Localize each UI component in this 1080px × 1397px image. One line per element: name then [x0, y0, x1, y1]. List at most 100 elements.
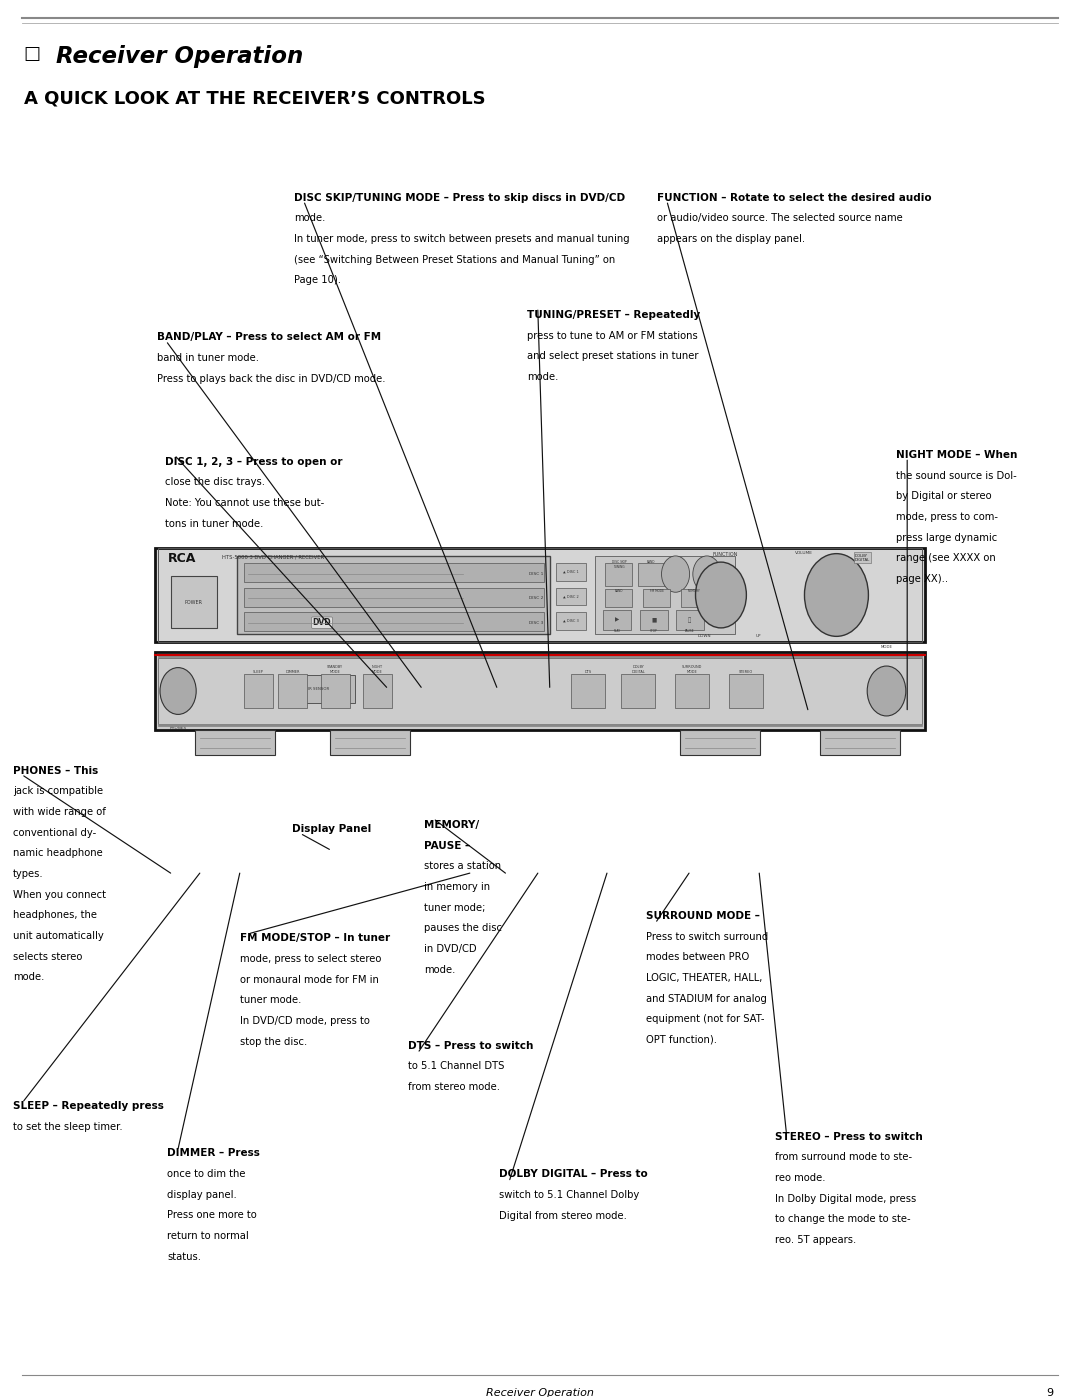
Bar: [282, 675, 355, 703]
Text: headphones, the: headphones, the: [13, 911, 97, 921]
Text: BAND: BAND: [615, 588, 623, 592]
Bar: [621, 673, 656, 708]
Text: display panel.: display panel.: [167, 1190, 238, 1200]
Circle shape: [696, 562, 746, 627]
Bar: [571, 673, 606, 708]
Bar: [680, 731, 760, 754]
Text: SURROUND MODE –: SURROUND MODE –: [646, 911, 759, 921]
Text: stores a station: stores a station: [424, 862, 501, 872]
Bar: [172, 576, 217, 627]
Text: SLEEP – Repeatedly press: SLEEP – Repeatedly press: [13, 1101, 164, 1111]
Text: PHONES: PHONES: [170, 726, 187, 731]
Text: ▲ DISC 2: ▲ DISC 2: [563, 595, 579, 598]
Text: DIMMER: DIMMER: [285, 669, 300, 673]
Text: pauses the disc: pauses the disc: [424, 923, 502, 933]
Text: In tuner mode, press to switch between presets and manual tuning: In tuner mode, press to switch between p…: [294, 235, 630, 244]
Bar: [606, 588, 633, 606]
Circle shape: [160, 668, 197, 714]
Text: close the disc trays.: close the disc trays.: [165, 478, 266, 488]
Text: LOGIC, THEATER, HALL,: LOGIC, THEATER, HALL,: [646, 972, 762, 983]
Text: 9: 9: [1045, 1389, 1053, 1397]
Bar: [681, 588, 708, 606]
Text: FM MODE/STOP – In tuner: FM MODE/STOP – In tuner: [240, 933, 390, 943]
Text: PLAY: PLAY: [613, 629, 621, 633]
Text: (see “Switching Between Preset Stations and Manual Tuning” on: (see “Switching Between Preset Stations …: [294, 254, 615, 265]
Bar: [363, 673, 392, 708]
Text: DTS: DTS: [584, 669, 592, 673]
Text: VOLUME: VOLUME: [795, 550, 813, 555]
Text: status.: status.: [167, 1252, 201, 1261]
Text: ⏸: ⏸: [688, 617, 691, 623]
Text: reo mode.: reo mode.: [775, 1173, 826, 1183]
Text: Press one more to: Press one more to: [167, 1210, 257, 1221]
Text: ■: ■: [651, 617, 657, 623]
Text: to change the mode to ste-: to change the mode to ste-: [775, 1214, 912, 1224]
Text: Digital from stereo mode.: Digital from stereo mode.: [499, 1211, 626, 1221]
Text: ▲ DISC 1: ▲ DISC 1: [563, 570, 579, 574]
Bar: [159, 658, 921, 725]
Text: PAUSE –: PAUSE –: [424, 841, 471, 851]
Text: PHONES – This: PHONES – This: [13, 766, 98, 775]
Text: namic headphone: namic headphone: [13, 848, 103, 858]
Circle shape: [867, 666, 906, 715]
Text: A QUICK LOOK AT THE RECEIVER’S CONTROLS: A QUICK LOOK AT THE RECEIVER’S CONTROLS: [24, 89, 485, 108]
Text: ▲ DISC 3: ▲ DISC 3: [563, 619, 579, 623]
Text: tuner mode;: tuner mode;: [424, 902, 486, 912]
Bar: [156, 652, 924, 731]
Text: In Dolby Digital mode, press: In Dolby Digital mode, press: [775, 1193, 917, 1204]
Text: to set the sleep timer.: to set the sleep timer.: [13, 1122, 123, 1132]
Bar: [556, 588, 586, 605]
Text: STOP: STOP: [650, 629, 658, 633]
Text: DOWN: DOWN: [698, 634, 712, 638]
Text: reo. 5T appears.: reo. 5T appears.: [775, 1235, 856, 1245]
Text: Press to switch surround: Press to switch surround: [646, 932, 768, 942]
Text: mode.: mode.: [527, 372, 558, 383]
Text: range (see XXXX on: range (see XXXX on: [896, 553, 996, 563]
Text: HTS-5000 3 DVD CHANGER / RECEIVER: HTS-5000 3 DVD CHANGER / RECEIVER: [222, 555, 324, 560]
Text: DOLBY DIGITAL – Press to: DOLBY DIGITAL – Press to: [499, 1169, 648, 1179]
Bar: [156, 548, 924, 643]
Text: DISC SKIP
TUNING: DISC SKIP TUNING: [611, 560, 626, 569]
Text: band in tuner mode.: band in tuner mode.: [157, 353, 258, 363]
Text: Press to plays back the disc in DVD/CD mode.: Press to plays back the disc in DVD/CD m…: [157, 374, 386, 384]
Text: Page 10).: Page 10).: [294, 275, 341, 285]
Text: mode, press to com-: mode, press to com-: [896, 511, 998, 522]
Bar: [729, 673, 764, 708]
Text: DISC 1: DISC 1: [529, 571, 544, 576]
Text: stop the disc.: stop the disc.: [240, 1037, 307, 1046]
Text: RCA: RCA: [168, 552, 197, 566]
Circle shape: [693, 556, 721, 592]
Text: DOLBY
DIGITAL: DOLBY DIGITAL: [854, 553, 870, 562]
Text: POWER: POWER: [185, 599, 203, 605]
Text: press large dynamic: press large dynamic: [896, 532, 998, 542]
Text: In DVD/CD mode, press to: In DVD/CD mode, press to: [240, 1016, 369, 1025]
Text: MEMORY/: MEMORY/: [424, 820, 480, 830]
Text: NIGHT
MODE: NIGHT MODE: [372, 665, 383, 673]
Text: SLEEP: SLEEP: [253, 669, 264, 673]
Text: FUNCTION – Rotate to select the desired audio: FUNCTION – Rotate to select the desired …: [657, 193, 931, 203]
Bar: [644, 588, 671, 606]
Text: DOLBY
DIGITAL: DOLBY DIGITAL: [631, 665, 645, 673]
Text: ▶: ▶: [616, 617, 619, 623]
Text: by Digital or stereo: by Digital or stereo: [896, 492, 993, 502]
Bar: [244, 612, 544, 631]
Text: jack is compatible: jack is compatible: [13, 787, 103, 796]
Text: the sound source is Dol-: the sound source is Dol-: [896, 471, 1017, 481]
Text: BAND: BAND: [647, 560, 656, 564]
Bar: [159, 549, 921, 641]
Text: Receiver Operation: Receiver Operation: [486, 1389, 594, 1397]
Text: and STADIUM for analog: and STADIUM for analog: [646, 993, 767, 1003]
Text: press to tune to AM or FM stations: press to tune to AM or FM stations: [527, 331, 698, 341]
Text: DTS – Press to switch: DTS – Press to switch: [408, 1041, 534, 1051]
Text: NIGHT MODE – When: NIGHT MODE – When: [896, 450, 1017, 460]
Bar: [676, 610, 704, 630]
Text: to 5.1 Channel DTS: to 5.1 Channel DTS: [408, 1062, 504, 1071]
Bar: [195, 731, 275, 754]
Text: STEREO – Press to switch: STEREO – Press to switch: [775, 1132, 923, 1141]
Text: or audio/video source. The selected source name: or audio/video source. The selected sour…: [657, 214, 903, 224]
Bar: [640, 610, 669, 630]
Text: DIMMER – Press: DIMMER – Press: [167, 1148, 260, 1158]
Text: BAND/PLAY – Press to select AM or FM: BAND/PLAY – Press to select AM or FM: [157, 332, 381, 342]
Bar: [595, 556, 735, 634]
Text: DISC 1, 2, 3 – Press to open or: DISC 1, 2, 3 – Press to open or: [165, 457, 342, 467]
